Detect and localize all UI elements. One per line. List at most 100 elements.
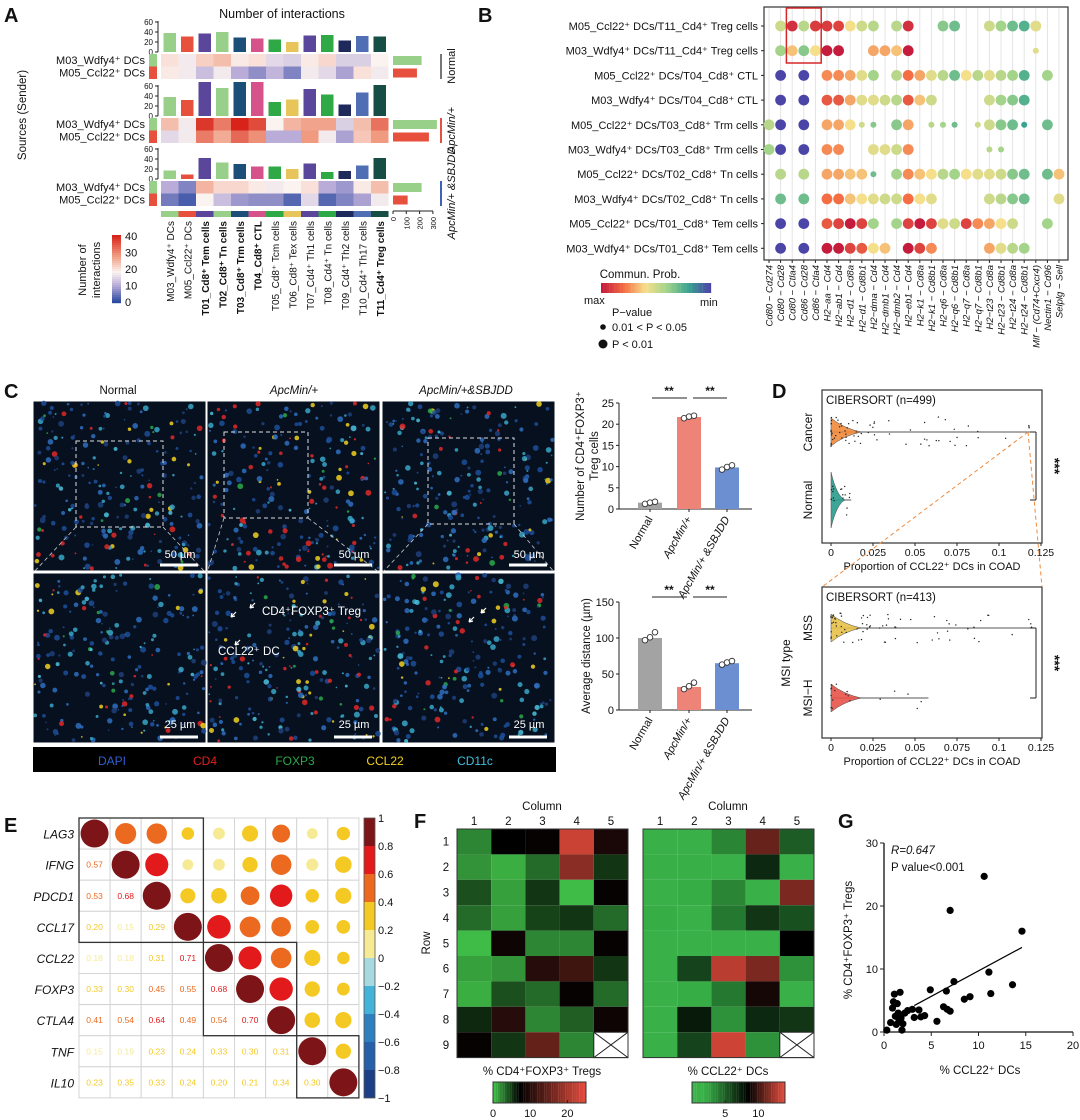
heatmap-cell [491,930,526,956]
interaction-dot [798,193,810,205]
y-tick-label: 20 [866,901,878,913]
heatmap-cell [711,879,746,906]
image-speckle [63,604,68,609]
image-speckle [65,499,68,503]
image-speckle [167,593,171,597]
image-speckle [282,656,285,659]
image-speckle [350,596,353,599]
image-speckle [522,637,526,641]
heatmap-cell [353,66,371,79]
image-speckle [523,478,529,484]
colorbar-segment [364,930,375,958]
image-speckle [131,558,134,561]
interaction-dot [891,144,902,155]
panel-letter: D [772,381,786,403]
image-speckle [80,585,85,590]
image-speckle [315,555,321,561]
image-speckle [267,501,270,504]
image-speckle [373,654,376,657]
image-speckle [359,618,363,622]
image-speckle [167,720,171,723]
image-speckle [209,717,215,723]
interaction-dot [868,193,879,205]
cell-pair-label: M05_Ccl22⁺ DCs/T04_Cd8⁺ CTL [594,70,758,82]
image-speckle [484,726,489,732]
image-speckle [472,405,477,410]
image-speckle [99,681,103,685]
interaction-dot [856,193,868,205]
image-speckle [179,431,183,435]
image-speckle [82,674,86,678]
heatmap-cell [745,905,780,931]
interaction-dot [1007,20,1018,32]
data-point [883,1026,891,1034]
replicate-point [651,498,659,506]
image-speckle [308,507,311,510]
image-speckle [217,739,221,743]
image-speckle [288,637,290,640]
interaction-dot [914,218,926,230]
image-speckle [68,610,72,613]
image-speckle [322,475,326,479]
interaction-dot [775,193,786,205]
image-speckle [330,610,336,616]
image-speckle [162,460,167,465]
legend-size-large: P < 0.01 [612,339,653,351]
image-speckle [42,713,46,718]
heatmap-cell [266,130,284,143]
image-speckle [419,453,423,457]
image-speckle [104,411,107,415]
matrix-cell [171,1035,204,1068]
image-speckle [505,583,512,589]
image-speckle [68,403,70,405]
image-speckle [100,519,104,522]
image-speckle [477,552,482,557]
image-speckle [549,699,552,702]
image-speckle [70,503,75,509]
image-speckle [326,717,332,723]
heatmap-cell [643,956,678,982]
interaction-dot [856,242,868,254]
image-speckle [274,424,281,431]
sample-point [946,630,949,632]
image-speckle [490,644,496,650]
image-speckle [136,468,142,474]
correlation-value: 0.20 [86,922,103,932]
interaction-dot [926,242,937,254]
interaction-dot [972,218,984,230]
image-speckle [95,672,100,677]
x-tick-label: 0.075 [944,547,970,559]
colorbar-tick-label: 0 [378,953,384,965]
interaction-dot [868,218,879,230]
image-speckle [51,430,54,433]
colorbar-tick-label: 40 [125,231,137,243]
colorbar-segment [493,1082,496,1103]
heatmap-cell [525,879,560,906]
image-speckle [252,642,257,648]
heatmap-cell [248,130,266,143]
image-speckle [87,466,90,469]
interaction-dot [984,242,995,254]
sample-point [938,440,940,442]
image-speckle [127,427,132,432]
image-speckle [442,684,447,690]
colorbar-segment [702,283,706,293]
image-speckle [392,698,398,704]
total-axis-tick-label: 0 [389,217,398,221]
image-speckle [263,595,268,600]
image-speckle [322,485,327,490]
image-speckle [498,525,503,529]
image-speckle [500,412,507,419]
data-point [893,1000,901,1008]
incoming-bar [163,97,176,116]
heatmap-cell [779,956,814,982]
image-speckle [481,528,485,532]
image-speckle [187,544,190,547]
image-speckle [195,672,201,677]
interaction-dot [858,121,865,128]
image-speckle [100,652,103,656]
gene-label: IFNG [45,859,74,873]
sample-point [888,433,891,435]
image-speckle [362,403,369,410]
image-speckle [470,640,473,643]
